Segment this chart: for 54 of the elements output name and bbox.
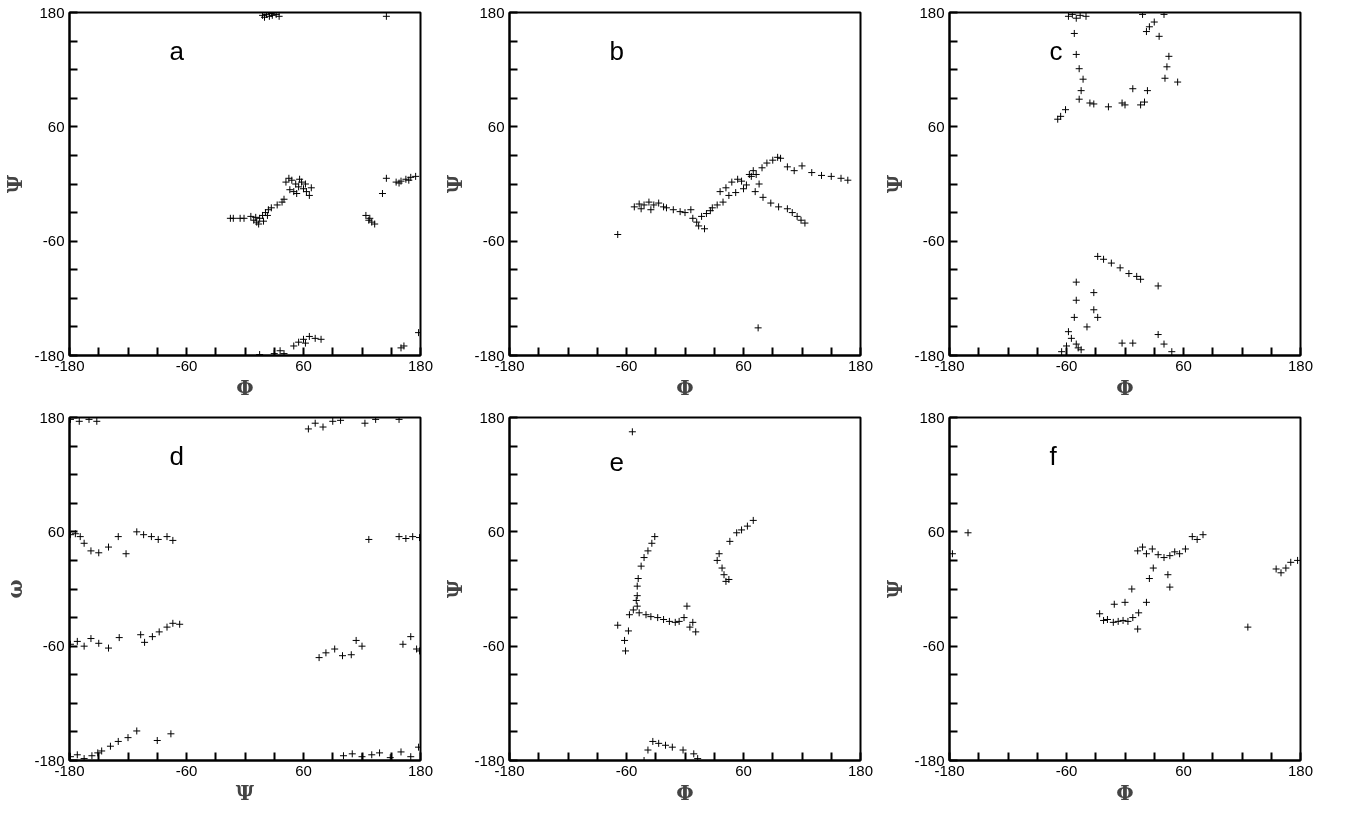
y-tick-label: -60 bbox=[922, 637, 945, 655]
x-tick-label: -60 bbox=[615, 356, 638, 374]
x-tick-label: -60 bbox=[175, 356, 198, 374]
y-tick-label: 180 bbox=[39, 3, 65, 21]
y-axis-title: ω bbox=[3, 579, 28, 599]
y-tick-label: 180 bbox=[919, 3, 945, 21]
annotation: c bbox=[1049, 35, 1063, 66]
x-tick-label: -60 bbox=[615, 761, 638, 779]
y-tick-label: -60 bbox=[922, 232, 945, 250]
x-tick-label: 60 bbox=[1175, 356, 1192, 374]
y-tick-label: 60 bbox=[927, 117, 945, 135]
y-axis-title: Ψ bbox=[3, 174, 28, 194]
y-tick-label: -60 bbox=[42, 637, 65, 655]
annotation: e bbox=[609, 446, 624, 477]
x-tick-label: 180 bbox=[847, 761, 874, 779]
annotation: a bbox=[169, 35, 185, 66]
x-tick-label: 60 bbox=[735, 761, 752, 779]
y-tick-label: -60 bbox=[482, 637, 505, 655]
y-tick-label: 180 bbox=[479, 3, 505, 21]
y-tick-label: -60 bbox=[482, 232, 505, 250]
annotation: f bbox=[1049, 440, 1058, 471]
x-tick-label: -60 bbox=[1055, 356, 1078, 374]
y-tick-label: 180 bbox=[479, 408, 505, 426]
y-tick-label: 180 bbox=[39, 408, 65, 426]
x-tick-label: 60 bbox=[735, 356, 752, 374]
y-tick-label: -60 bbox=[42, 232, 65, 250]
x-tick-label: 180 bbox=[1287, 356, 1314, 374]
y-tick-label: 180 bbox=[919, 408, 945, 426]
x-tick-label: 60 bbox=[1175, 761, 1192, 779]
x-tick-label: -60 bbox=[1055, 761, 1078, 779]
y-tick-label: 60 bbox=[47, 117, 65, 135]
x-axis-title: Φ bbox=[1116, 780, 1134, 805]
y-tick-label: 60 bbox=[47, 522, 65, 540]
x-tick-label: 60 bbox=[295, 356, 312, 374]
x-tick-label: 180 bbox=[407, 761, 434, 779]
y-tick-label: 60 bbox=[927, 522, 945, 540]
x-tick-label: -60 bbox=[175, 761, 198, 779]
x-axis-title: Φ bbox=[676, 780, 694, 805]
y-axis-title: Ψ bbox=[443, 174, 468, 194]
x-axis-title: Φ bbox=[1116, 375, 1134, 400]
x-tick-label: 60 bbox=[295, 761, 312, 779]
y-axis-title: Ψ bbox=[883, 174, 908, 194]
y-tick-label: 60 bbox=[487, 522, 505, 540]
y-tick-label: 60 bbox=[487, 117, 505, 135]
y-axis-title: Ψ bbox=[443, 579, 468, 599]
annotation: b bbox=[609, 35, 624, 66]
y-axis-title: Ψ bbox=[883, 579, 908, 599]
x-tick-label: 180 bbox=[1287, 761, 1314, 779]
x-tick-label: 180 bbox=[407, 356, 434, 374]
annotation: d bbox=[169, 440, 184, 471]
x-axis-title: Φ bbox=[236, 375, 254, 400]
x-axis-title: Φ bbox=[676, 375, 694, 400]
x-tick-label: 180 bbox=[847, 356, 874, 374]
x-axis-title: Ψ bbox=[235, 780, 255, 805]
